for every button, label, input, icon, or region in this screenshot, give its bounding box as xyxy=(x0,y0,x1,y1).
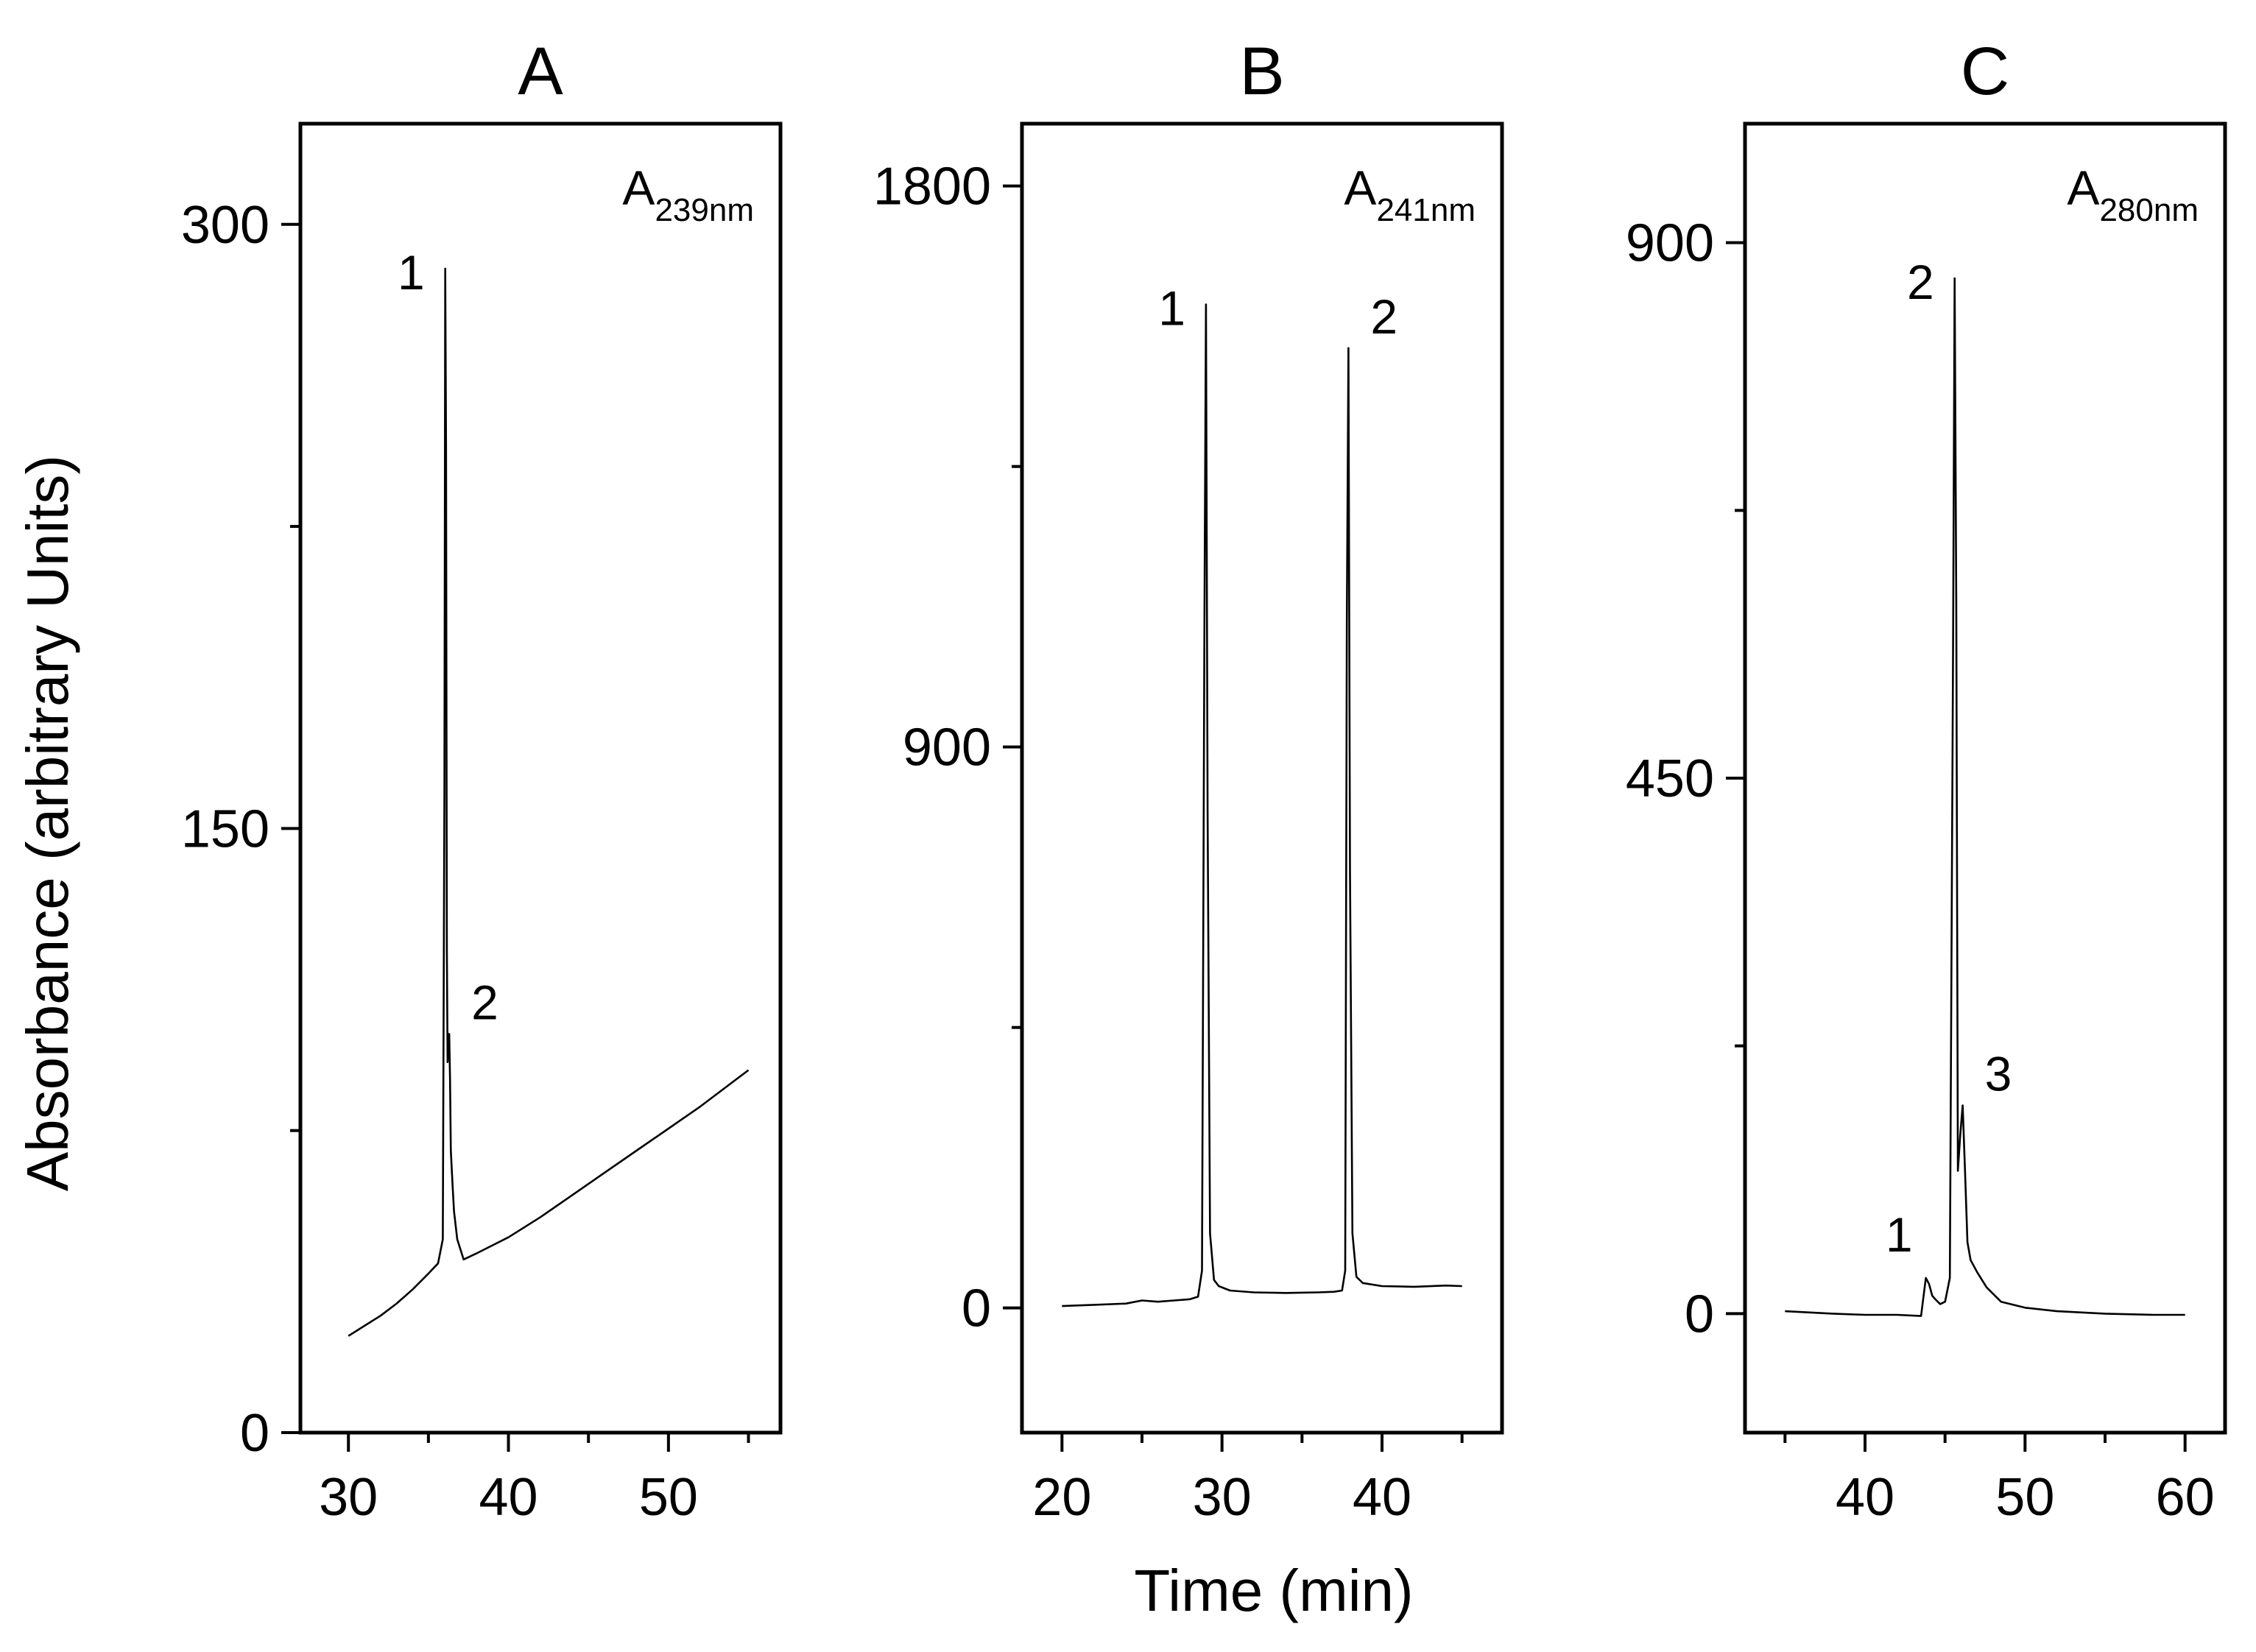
plot-frame-b xyxy=(1020,121,1504,1435)
plot-frame-a xyxy=(298,121,783,1435)
series-line-a xyxy=(348,267,750,1337)
x-tick-label-b: 30 xyxy=(1193,1468,1252,1527)
wavelength-label-b: A241nm xyxy=(1344,160,1476,228)
plot-frame-c xyxy=(1743,121,2227,1435)
x-tick-label-c: 50 xyxy=(1995,1468,2054,1527)
x-tick-label-a: 40 xyxy=(479,1468,537,1527)
wavelength-label-subscript: 241nm xyxy=(1376,192,1476,228)
y-tick-label-a: 0 xyxy=(240,1404,269,1463)
y-tick-label-a: 300 xyxy=(181,196,269,255)
wavelength-label-c: A280nm xyxy=(2067,160,2199,228)
peak-label-c-3: 3 xyxy=(1985,1047,2012,1101)
y-tick-label-c: 900 xyxy=(1626,214,1714,273)
x-tick-label-b: 40 xyxy=(1353,1468,1411,1527)
y-axis-label: Absorbance (arbitrary Units) xyxy=(15,455,80,1191)
x-tick-label-a: 50 xyxy=(639,1468,698,1527)
wavelength-label-a: A239nm xyxy=(622,160,754,228)
x-tick-label-c: 60 xyxy=(2156,1468,2215,1527)
series-line-c xyxy=(1785,277,2185,1317)
wavelength-label-subscript: 280nm xyxy=(2099,192,2199,228)
panel-c: C 40 50 60 0 450 900 A280nm 1 2 3 xyxy=(1626,34,2227,1527)
y-tick-label-c: 450 xyxy=(1626,749,1714,808)
y-tick-label-c: 0 xyxy=(1685,1285,1714,1344)
x-tick-label-c: 40 xyxy=(1836,1468,1894,1527)
y-tick-label-b: 0 xyxy=(962,1279,991,1338)
series-line-b xyxy=(1062,303,1462,1307)
x-axis-label: Time (min) xyxy=(1134,1558,1413,1623)
panel-b: B 20 30 40 0 900 1800 A241nm 1 2 xyxy=(873,34,1504,1527)
panel-title-c: C xyxy=(1961,34,2009,109)
panel-title-b: B xyxy=(1239,34,1284,109)
peak-label-b-1: 1 xyxy=(1158,281,1185,336)
peak-label-c-1: 1 xyxy=(1886,1207,1913,1262)
peak-label-a-1: 1 xyxy=(398,245,425,300)
wavelength-label-main: A xyxy=(2067,160,2099,215)
peak-label-b-2: 2 xyxy=(1370,289,1397,344)
wavelength-label-main: A xyxy=(1344,160,1376,215)
peak-label-a-2: 2 xyxy=(471,975,498,1029)
wavelength-label-main: A xyxy=(622,160,655,215)
y-tick-label-b: 900 xyxy=(903,719,991,777)
y-tick-label-b: 1800 xyxy=(873,158,991,216)
panel-title-a: A xyxy=(518,34,563,109)
x-tick-label-b: 20 xyxy=(1032,1468,1091,1527)
peak-label-c-2: 2 xyxy=(1907,255,1934,309)
x-tick-label-a: 30 xyxy=(319,1468,378,1527)
wavelength-label-subscript: 239nm xyxy=(655,192,754,228)
y-tick-label-a: 150 xyxy=(181,799,269,858)
